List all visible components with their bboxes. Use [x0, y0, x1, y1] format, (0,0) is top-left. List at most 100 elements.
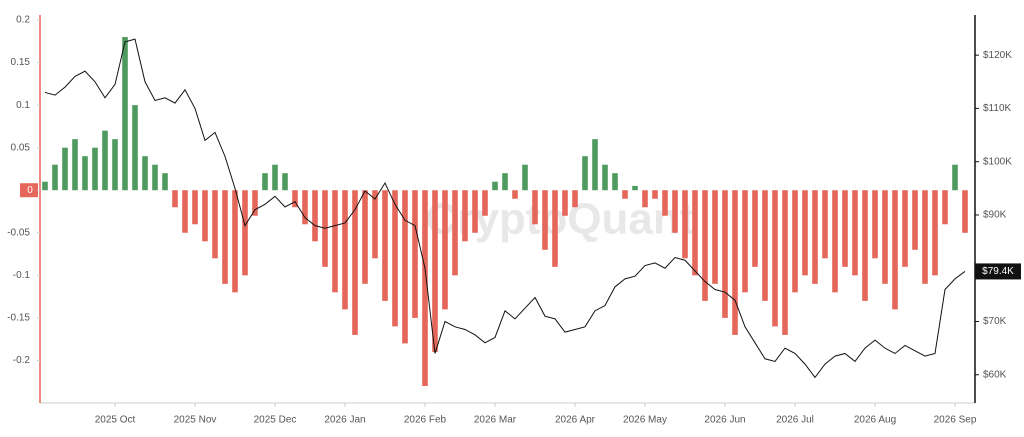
bar [692, 190, 698, 276]
watermark: CryptoQuant [426, 195, 695, 244]
bar [742, 190, 748, 293]
bar [832, 190, 838, 293]
y-tick-label: 0.05 [11, 142, 31, 153]
x-tick-label: 2026 Sep [934, 415, 977, 426]
bar [312, 190, 318, 242]
y-tick-label: -0.1 [13, 270, 31, 281]
bar [352, 190, 358, 335]
x-tick-label: 2026 Jun [704, 415, 745, 426]
bar [42, 181, 48, 191]
bar [902, 190, 908, 267]
bar [522, 164, 528, 191]
bar [242, 190, 248, 276]
bar [302, 190, 308, 225]
bar [682, 190, 688, 259]
bar [952, 164, 958, 191]
y2-tick-label: $110K [983, 103, 1012, 114]
bar [822, 190, 828, 259]
bar [642, 190, 648, 208]
bar [102, 130, 108, 191]
bar [152, 164, 158, 191]
bar [602, 164, 608, 191]
bar [132, 105, 138, 191]
x-tick-label: 2026 Jul [776, 415, 814, 426]
bar [252, 190, 258, 216]
bar [912, 190, 918, 250]
bar [72, 139, 78, 191]
y2-tick-label: $70K [983, 316, 1007, 327]
bar [432, 190, 438, 352]
bar [182, 190, 188, 233]
bar [342, 190, 348, 310]
y-tick-label: 0.15 [11, 57, 31, 68]
bar [872, 190, 878, 259]
bar [762, 190, 768, 301]
y2-tick-label: $60K [983, 369, 1007, 380]
bar [652, 190, 658, 199]
bar [492, 181, 498, 191]
bar [532, 190, 538, 225]
bar [282, 173, 288, 191]
bar [92, 147, 98, 191]
y-tick-label: 0.2 [16, 15, 30, 26]
bar [922, 190, 928, 284]
y-tick-label: -0.05 [7, 227, 30, 238]
x-tick-label: 2026 Aug [854, 415, 896, 426]
bar [332, 190, 338, 293]
zero-marker [20, 183, 38, 198]
bar [512, 190, 518, 199]
bar [932, 190, 938, 276]
bar [592, 139, 598, 191]
bar [82, 156, 88, 191]
y-tick-label: 0 [27, 185, 33, 196]
bar [472, 190, 478, 233]
bar [482, 190, 488, 216]
bar [732, 190, 738, 335]
x-tick-label: 2026 Mar [474, 415, 517, 426]
bar [722, 190, 728, 318]
bar [452, 190, 458, 276]
bar [702, 190, 708, 301]
bar [232, 190, 238, 293]
bar [272, 164, 278, 191]
value-label-box [975, 263, 1021, 280]
bar [392, 190, 398, 327]
y2-tick-label: $90K [983, 210, 1007, 221]
bar [672, 190, 678, 233]
bar [62, 147, 68, 191]
bar [842, 190, 848, 267]
bar [462, 190, 468, 242]
bar [562, 190, 568, 216]
bar [852, 190, 858, 276]
bar [962, 190, 968, 233]
bar [542, 190, 548, 250]
bar [612, 173, 618, 191]
bar [582, 156, 588, 191]
bar [572, 190, 578, 208]
bar [112, 139, 118, 191]
bar [442, 190, 448, 310]
bar [222, 190, 228, 284]
y-tick-label: 0.1 [16, 100, 30, 111]
bar [142, 156, 148, 191]
y-tick-label: -0.2 [13, 355, 31, 366]
bar [412, 190, 418, 318]
bar [802, 190, 808, 276]
x-tick-label: 2026 May [623, 415, 667, 426]
bar [862, 190, 868, 301]
bar [622, 190, 628, 199]
value-label: $79.4K [982, 266, 1014, 277]
y2-tick-label: $100K [983, 156, 1012, 167]
bar [262, 173, 268, 191]
bar [172, 190, 178, 208]
x-tick-label: 2026 Jan [324, 415, 365, 426]
bar [812, 190, 818, 284]
bar [552, 190, 558, 267]
bar [192, 190, 198, 225]
bar [362, 190, 368, 284]
y2-tick-label: $120K [983, 50, 1012, 61]
bar [792, 190, 798, 293]
price-line [44, 38, 966, 379]
bar [712, 190, 718, 284]
